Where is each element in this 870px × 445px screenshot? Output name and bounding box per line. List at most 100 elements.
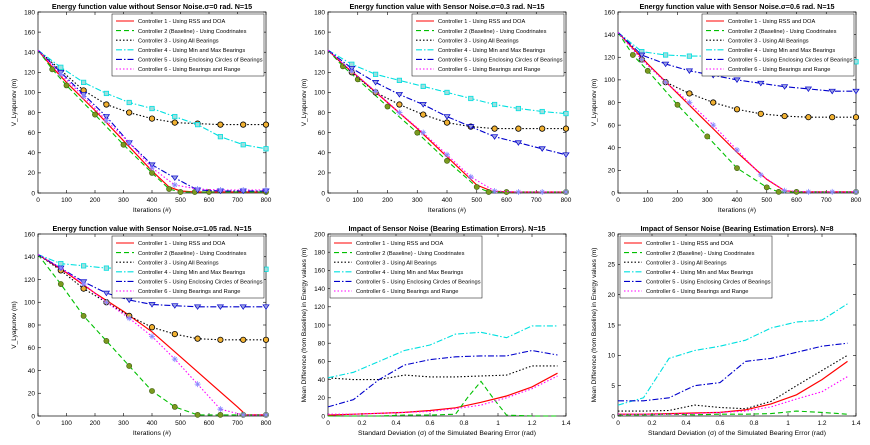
legend-label: Controller 5 - Using Enclosing Circles o… [728, 58, 853, 64]
data-point [263, 411, 269, 418]
legend-box [619, 235, 773, 299]
legend-label: Controller 6 - Using Bearings and Range [138, 67, 240, 73]
data-point [662, 79, 669, 86]
data-point [171, 331, 178, 338]
y-tick-label: 0 [321, 413, 325, 420]
x-tick-label: 0.8 [459, 420, 468, 427]
data-point [262, 304, 270, 310]
series-6 [327, 49, 569, 195]
data-point [734, 147, 740, 154]
chart-title: Energy function value with Sensor Noise.… [52, 224, 251, 233]
x-tick-label: 0.6 [425, 420, 434, 427]
data-point [149, 164, 155, 171]
y-tick-label: 100 [314, 322, 325, 329]
data-point [149, 169, 155, 176]
legend-label: Controller 3 - Using All Bearings [438, 38, 519, 44]
y-tick-label: 140 [314, 286, 325, 293]
series-line [327, 49, 567, 156]
x-tick-label: 0 [326, 420, 330, 427]
y-tick-label: 60 [28, 130, 36, 137]
legend-box [411, 13, 565, 77]
data-point [539, 125, 546, 132]
series-6 [37, 254, 269, 418]
y-tick-label: 15 [608, 322, 616, 329]
x-tick-label: 0 [326, 197, 330, 204]
data-point [420, 129, 427, 136]
data-point [103, 101, 110, 108]
series-line [617, 31, 856, 193]
data-point [686, 53, 692, 59]
data-point [395, 92, 404, 98]
series-line [618, 342, 848, 402]
legend-label: Controller 1 - Using RSS and DOA [646, 241, 733, 247]
legend: Controller 1 - Using RSS and DOA Controll… [619, 235, 773, 299]
x-tick-label: 700 [232, 197, 243, 204]
series-line [618, 376, 848, 415]
y-tick-label: 60 [608, 122, 616, 129]
x-tick-label: 800 [561, 197, 572, 204]
chart-title: Impact of Sensor Noise (Bearing Estimati… [348, 224, 545, 233]
data-point [80, 281, 87, 288]
data-point [852, 88, 860, 95]
data-point [262, 121, 270, 128]
y-tick-label: 30 [608, 231, 616, 238]
series-5 [617, 32, 860, 95]
data-point [663, 52, 669, 58]
x-tick-label: 400 [147, 420, 158, 427]
series-4 [327, 325, 558, 379]
data-point [149, 105, 155, 112]
data-point [217, 336, 224, 343]
series-3 [327, 365, 558, 381]
y-tick-label: 20 [318, 395, 326, 402]
y-tick-label: 160 [24, 29, 35, 36]
series-line [327, 372, 558, 416]
x-tick-label: 500 [175, 420, 186, 427]
y-axis-label: Mean Difference (from Baseline) in Energ… [301, 248, 308, 403]
legend-label: Controller 6 - Using Bearings and Range [646, 289, 748, 295]
x-tick-label: 400 [442, 197, 453, 204]
y-axis-label: V_Lyapunov (m) [591, 79, 598, 126]
data-point [102, 114, 111, 120]
data-point [57, 265, 64, 272]
data-point [443, 114, 451, 120]
series-line [37, 253, 266, 416]
y-axis-label: V_Lyapunov (m) [11, 301, 18, 348]
x-tick-label: 0 [616, 197, 620, 204]
y-tick-label: 100 [24, 90, 35, 97]
x-tick-label: 700 [232, 420, 243, 427]
data-point [515, 125, 522, 132]
y-tick-label: 120 [24, 277, 35, 284]
data-point [661, 61, 670, 68]
data-point [217, 134, 223, 140]
y-tick-label: 140 [314, 50, 325, 57]
series-line [327, 325, 558, 379]
data-point [126, 99, 132, 106]
data-point [805, 114, 812, 121]
data-point [58, 260, 64, 267]
data-point [563, 110, 569, 117]
data-point [538, 146, 546, 152]
legend-label: Controller 1 - Using RSS and DOA [356, 241, 443, 247]
x-tick-label: 400 [147, 197, 158, 204]
y-tick-label: 180 [24, 9, 35, 16]
data-point [629, 52, 636, 58]
y-tick-label: 120 [604, 55, 615, 62]
y-tick-label: 80 [318, 341, 326, 348]
x-tick-label: 0.2 [647, 420, 656, 427]
data-point [239, 304, 247, 310]
data-point [686, 99, 693, 106]
data-point [444, 89, 450, 96]
y-tick-label: 60 [318, 130, 326, 137]
y-tick-label: 60 [28, 345, 36, 352]
data-point [793, 188, 800, 195]
x-tick-label: 200 [90, 420, 101, 427]
data-point [194, 335, 201, 342]
data-point [263, 186, 269, 193]
series-6 [37, 49, 269, 193]
data-point [240, 411, 247, 418]
data-point [171, 356, 178, 363]
series-line [617, 32, 856, 118]
data-point [491, 125, 498, 132]
series-5 [37, 254, 270, 310]
legend-label: Controller 1 - Using RSS and DOA [138, 241, 225, 247]
